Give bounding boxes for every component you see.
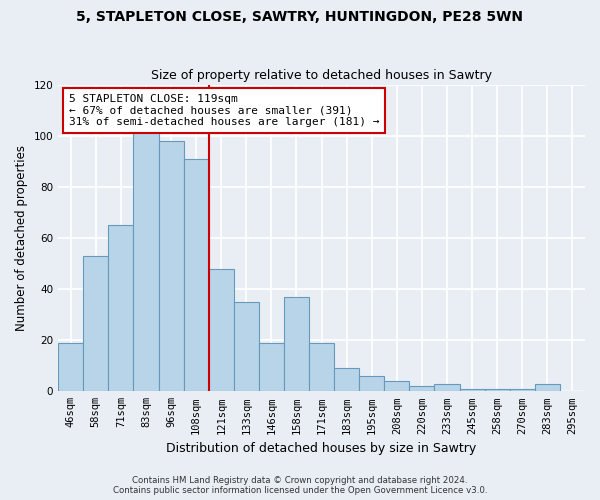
Bar xyxy=(334,368,359,392)
Bar xyxy=(209,268,234,392)
Bar xyxy=(359,376,385,392)
Bar xyxy=(485,388,510,392)
Text: 5, STAPLETON CLOSE, SAWTRY, HUNTINGDON, PE28 5WN: 5, STAPLETON CLOSE, SAWTRY, HUNTINGDON, … xyxy=(77,10,523,24)
Bar xyxy=(460,388,485,392)
Title: Size of property relative to detached houses in Sawtry: Size of property relative to detached ho… xyxy=(151,69,492,82)
Text: 5 STAPLETON CLOSE: 119sqm
← 67% of detached houses are smaller (391)
31% of semi: 5 STAPLETON CLOSE: 119sqm ← 67% of detac… xyxy=(69,94,379,127)
Bar xyxy=(158,141,184,392)
Bar xyxy=(409,386,434,392)
Y-axis label: Number of detached properties: Number of detached properties xyxy=(15,145,28,331)
X-axis label: Distribution of detached houses by size in Sawtry: Distribution of detached houses by size … xyxy=(166,442,477,455)
Bar xyxy=(184,158,209,392)
Bar xyxy=(234,302,259,392)
Bar xyxy=(309,342,334,392)
Bar xyxy=(83,256,109,392)
Bar xyxy=(510,388,535,392)
Bar xyxy=(385,381,409,392)
Bar xyxy=(109,225,133,392)
Text: Contains HM Land Registry data © Crown copyright and database right 2024.
Contai: Contains HM Land Registry data © Crown c… xyxy=(113,476,487,495)
Bar xyxy=(259,342,284,392)
Bar xyxy=(58,342,83,392)
Bar xyxy=(133,133,158,392)
Bar xyxy=(434,384,460,392)
Bar xyxy=(284,296,309,392)
Bar xyxy=(535,384,560,392)
